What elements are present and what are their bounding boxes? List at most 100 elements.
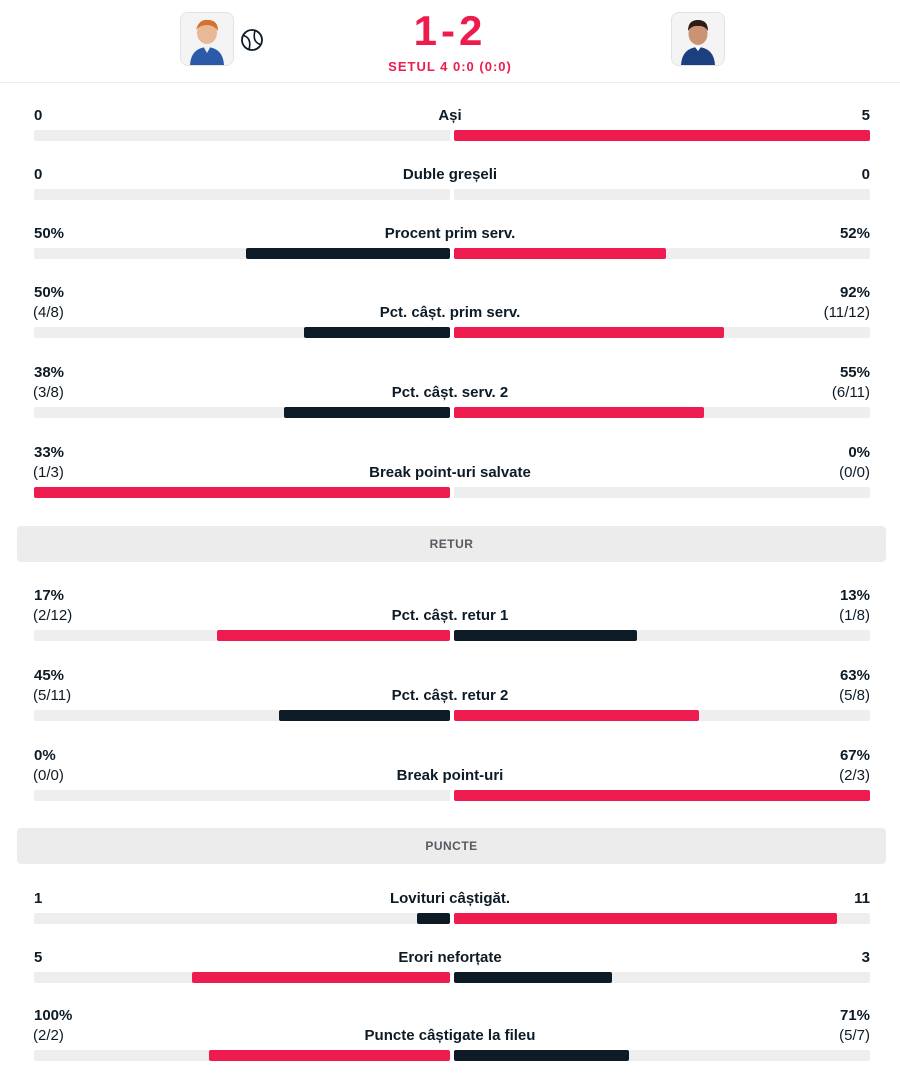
left-sub-value: (4/8): [33, 304, 64, 321]
left-bar-track: [34, 630, 450, 641]
right-value: 63%: [839, 667, 870, 684]
right-bar-fill: [454, 972, 613, 983]
left-value: 45%: [34, 667, 65, 684]
right-bar-fill: [454, 710, 700, 721]
right-value: 11: [854, 890, 870, 907]
section-header-points: PUNCTE: [17, 828, 886, 864]
right-value: 13%: [839, 587, 870, 604]
right-bar-fill: [454, 630, 638, 641]
right-value: 67%: [839, 747, 870, 764]
right-bar-track: [454, 913, 870, 924]
current-set-info: SETUL 4 0:0 (0:0): [388, 59, 512, 74]
right-value: 5: [861, 107, 870, 124]
left-value: 50%: [34, 284, 65, 301]
right-bar-track: [454, 130, 870, 141]
right-sub-value: (6/11): [831, 384, 870, 401]
left-bar-track: [34, 487, 450, 498]
player-2-avatar[interactable]: [671, 12, 725, 66]
left-value: 1: [34, 890, 43, 907]
left-bar-fill: [279, 710, 450, 721]
right-bar-fill: [454, 130, 870, 141]
right-bar-fill: [454, 407, 704, 418]
right-value: 55%: [839, 364, 870, 381]
stat-label: Pct. câșt. retur 1: [391, 607, 509, 624]
stat-label: Erori neforțate: [398, 949, 502, 966]
right-bar-track: [454, 630, 870, 641]
right-bar-track: [454, 1050, 870, 1061]
right-sub-value: (5/8): [839, 687, 870, 704]
stat-label: Procent prim serv.: [384, 225, 516, 242]
left-bar-track: [34, 189, 450, 200]
right-sub-value: (1/8): [839, 607, 870, 624]
right-bar-track: [454, 710, 870, 721]
player-2-avatar-image: [672, 13, 724, 65]
right-value: 0: [861, 166, 870, 183]
stat-label: Break point-uri: [396, 767, 504, 784]
left-value: 0: [34, 166, 43, 183]
right-sub-value: (2/3): [839, 767, 870, 784]
section-header-return: RETUR: [17, 526, 886, 562]
match-score: 1-2: [413, 7, 487, 54]
player-1-avatar[interactable]: [180, 12, 234, 66]
left-bar-track: [34, 710, 450, 721]
right-value: 0%: [848, 444, 870, 461]
stat-label: Pct. câșt. retur 2: [391, 687, 509, 704]
left-value: 5: [34, 949, 43, 966]
right-bar-track: [454, 248, 870, 259]
left-bar-track: [34, 327, 450, 338]
match-header: 1-2 SETUL 4 0:0 (0:0): [0, 0, 900, 83]
right-sub-value: (5/7): [839, 1027, 870, 1044]
right-bar-fill: [454, 327, 725, 338]
left-bar-track: [34, 790, 450, 801]
left-bar-track: [34, 130, 450, 141]
right-sub-value: (0/0): [839, 464, 870, 481]
left-bar-fill: [192, 972, 450, 983]
left-value: 0: [34, 107, 43, 124]
left-value: 17%: [34, 587, 65, 604]
left-sub-value: (2/2): [33, 1027, 64, 1044]
right-bar-track: [454, 487, 870, 498]
left-value: 50%: [34, 225, 65, 242]
left-bar-fill: [304, 327, 450, 338]
right-bar-track: [454, 790, 870, 801]
stat-label: Lovituri câștigăt.: [389, 890, 511, 907]
left-sub-value: (0/0): [33, 767, 64, 784]
right-value: 71%: [839, 1007, 870, 1024]
left-sub-value: (1/3): [33, 464, 64, 481]
left-value: 33%: [34, 444, 65, 461]
left-sub-value: (2/12): [33, 607, 73, 624]
right-bar-track: [454, 972, 870, 983]
right-value: 3: [861, 949, 870, 966]
right-sub-value: (11/12): [823, 304, 870, 321]
left-value: 100%: [34, 1007, 73, 1024]
right-bar-fill: [454, 913, 837, 924]
left-bar-track: [34, 1050, 450, 1061]
stat-label: Duble greșeli: [402, 166, 498, 183]
tennis-ball-icon: [241, 29, 263, 51]
right-bar-track: [454, 407, 870, 418]
left-value: 38%: [34, 364, 65, 381]
stat-label: Pct. câșt. serv. 2: [391, 384, 509, 401]
left-bar-fill: [246, 248, 450, 259]
left-bar-track: [34, 913, 450, 924]
right-bar-track: [454, 189, 870, 200]
right-value: 92%: [839, 284, 870, 301]
left-sub-value: (3/8): [33, 384, 64, 401]
right-bar-fill: [454, 248, 667, 259]
right-value: 52%: [839, 225, 870, 242]
stat-label: Break point-uri salvate: [369, 464, 531, 481]
serving-indicator: [240, 28, 264, 57]
left-bar-track: [34, 972, 450, 983]
right-bar-fill: [454, 790, 870, 801]
player-1-avatar-image: [181, 13, 233, 65]
right-bar-track: [454, 327, 870, 338]
left-bar-fill: [416, 913, 450, 924]
left-bar-fill: [208, 1050, 450, 1061]
stat-label: Ași: [438, 107, 462, 124]
left-bar-track: [34, 248, 450, 259]
stat-label: Puncte câștigate la fileu: [364, 1027, 536, 1044]
left-sub-value: (5/11): [33, 687, 72, 704]
left-bar-track: [34, 407, 450, 418]
left-bar-fill: [283, 407, 450, 418]
left-bar-fill: [34, 487, 450, 498]
